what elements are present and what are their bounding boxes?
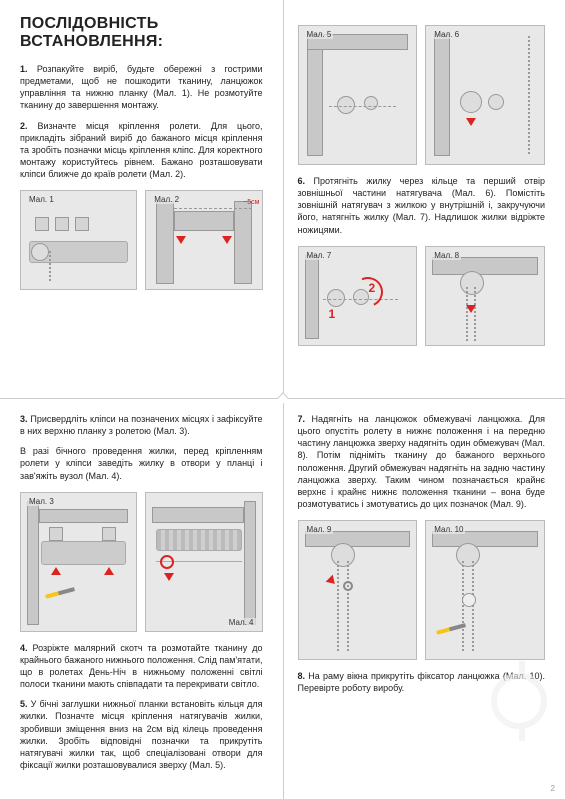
step-6-text: Протягніть жилку через кільце та перший …	[298, 176, 546, 235]
page-number: 2	[551, 784, 555, 793]
figure-9-label: Мал. 9	[305, 525, 334, 534]
fig-row-7-8: Мал. 7 1 2 Мал. 8	[298, 246, 546, 346]
step-1: 1. Розпакуйте виріб, будьте обережні з г…	[20, 63, 263, 112]
figure-5-label: Мал. 5	[305, 30, 334, 39]
step-4: 4. Розріжте малярний скотч та розмотайте…	[20, 642, 263, 691]
figure-4-label: Мал. 4	[227, 618, 256, 627]
step-5: 5. У бічні заглушки нижньої планки встан…	[20, 698, 263, 771]
quadrant-top-right: Мал. 5 Мал. 6 6. Протягніть жилку через …	[283, 0, 565, 398]
figure-2: Мал. 2 ~5см	[145, 190, 262, 290]
figure-5: Мал. 5	[298, 25, 418, 165]
step-2-text: Визначте місця кріплення ролети. Для цьо…	[20, 121, 263, 180]
figure-1-label: Мал. 1	[27, 195, 56, 204]
figure-3-label: Мал. 3	[27, 497, 56, 506]
figure-3: Мал. 3	[20, 492, 137, 632]
figure-6-label: Мал. 6	[432, 30, 461, 39]
step-2: 2. Визначте місця кріплення ролети. Для …	[20, 120, 263, 181]
watermark-icon	[491, 673, 547, 729]
quadrant-top-left: ПОСЛІДОВНІСТЬ ВСТАНОВЛЕННЯ: 1. Розпакуйт…	[0, 0, 283, 398]
step-5-text: У бічні заглушки нижньої планки встанові…	[20, 699, 263, 770]
quadrant-bottom-left: 3. Присвердліть кліпси на позначених міс…	[0, 398, 283, 799]
figure-10: Мал. 10	[425, 520, 545, 660]
fig-row-9-10: Мал. 9 Мал. 10	[298, 520, 546, 660]
step-3: 3. Присвердліть кліпси на позначених міс…	[20, 413, 263, 437]
measure-5cm: ~5см	[243, 199, 259, 206]
quadrant-bottom-right: 7. Надягніть на ланцюжок обмежувачі ланц…	[283, 398, 565, 799]
figure-7-label: Мал. 7	[305, 251, 334, 260]
step-7-text: Надягніть на ланцюжок обмежувачі ланцюжк…	[298, 414, 546, 509]
page-title: ПОСЛІДОВНІСТЬ ВСТАНОВЛЕННЯ:	[20, 15, 263, 51]
step-3b-text: В разі бічного проведення жилки, перед к…	[20, 446, 263, 480]
step-6: 6. Протягніть жилку через кільце та перш…	[298, 175, 546, 236]
figure-8: Мал. 8	[425, 246, 545, 346]
step-3b: В разі бічного проведення жилки, перед к…	[20, 445, 263, 481]
page-grid: ПОСЛІДОВНІСТЬ ВСТАНОВЛЕННЯ: 1. Розпакуйт…	[0, 0, 565, 799]
step-7: 7. Надягніть на ланцюжок обмежувачі ланц…	[298, 413, 546, 510]
figure-6: Мал. 6	[425, 25, 545, 165]
fig-row-3-4: Мал. 3 Мал. 4	[20, 492, 263, 632]
arrow-num-1: 1	[329, 307, 336, 321]
step-4-text: Розріжте малярний скотч та розмотайте тк…	[20, 643, 263, 689]
figure-2-label: Мал. 2	[152, 195, 181, 204]
fig-row-5-6: Мал. 5 Мал. 6	[298, 25, 546, 165]
figure-9: Мал. 9	[298, 520, 418, 660]
figure-7: Мал. 7 1 2	[298, 246, 418, 346]
step-3-text: Присвердліть кліпси на позначених місцях…	[20, 414, 263, 436]
fig-row-1-2: Мал. 1 Мал. 2 ~5см	[20, 190, 263, 290]
step-1-text: Розпакуйте виріб, будьте обережні з гост…	[20, 64, 263, 110]
figure-1: Мал. 1	[20, 190, 137, 290]
figure-10-label: Мал. 10	[432, 525, 465, 534]
figure-8-label: Мал. 8	[432, 251, 461, 260]
figure-4: Мал. 4	[145, 492, 262, 632]
